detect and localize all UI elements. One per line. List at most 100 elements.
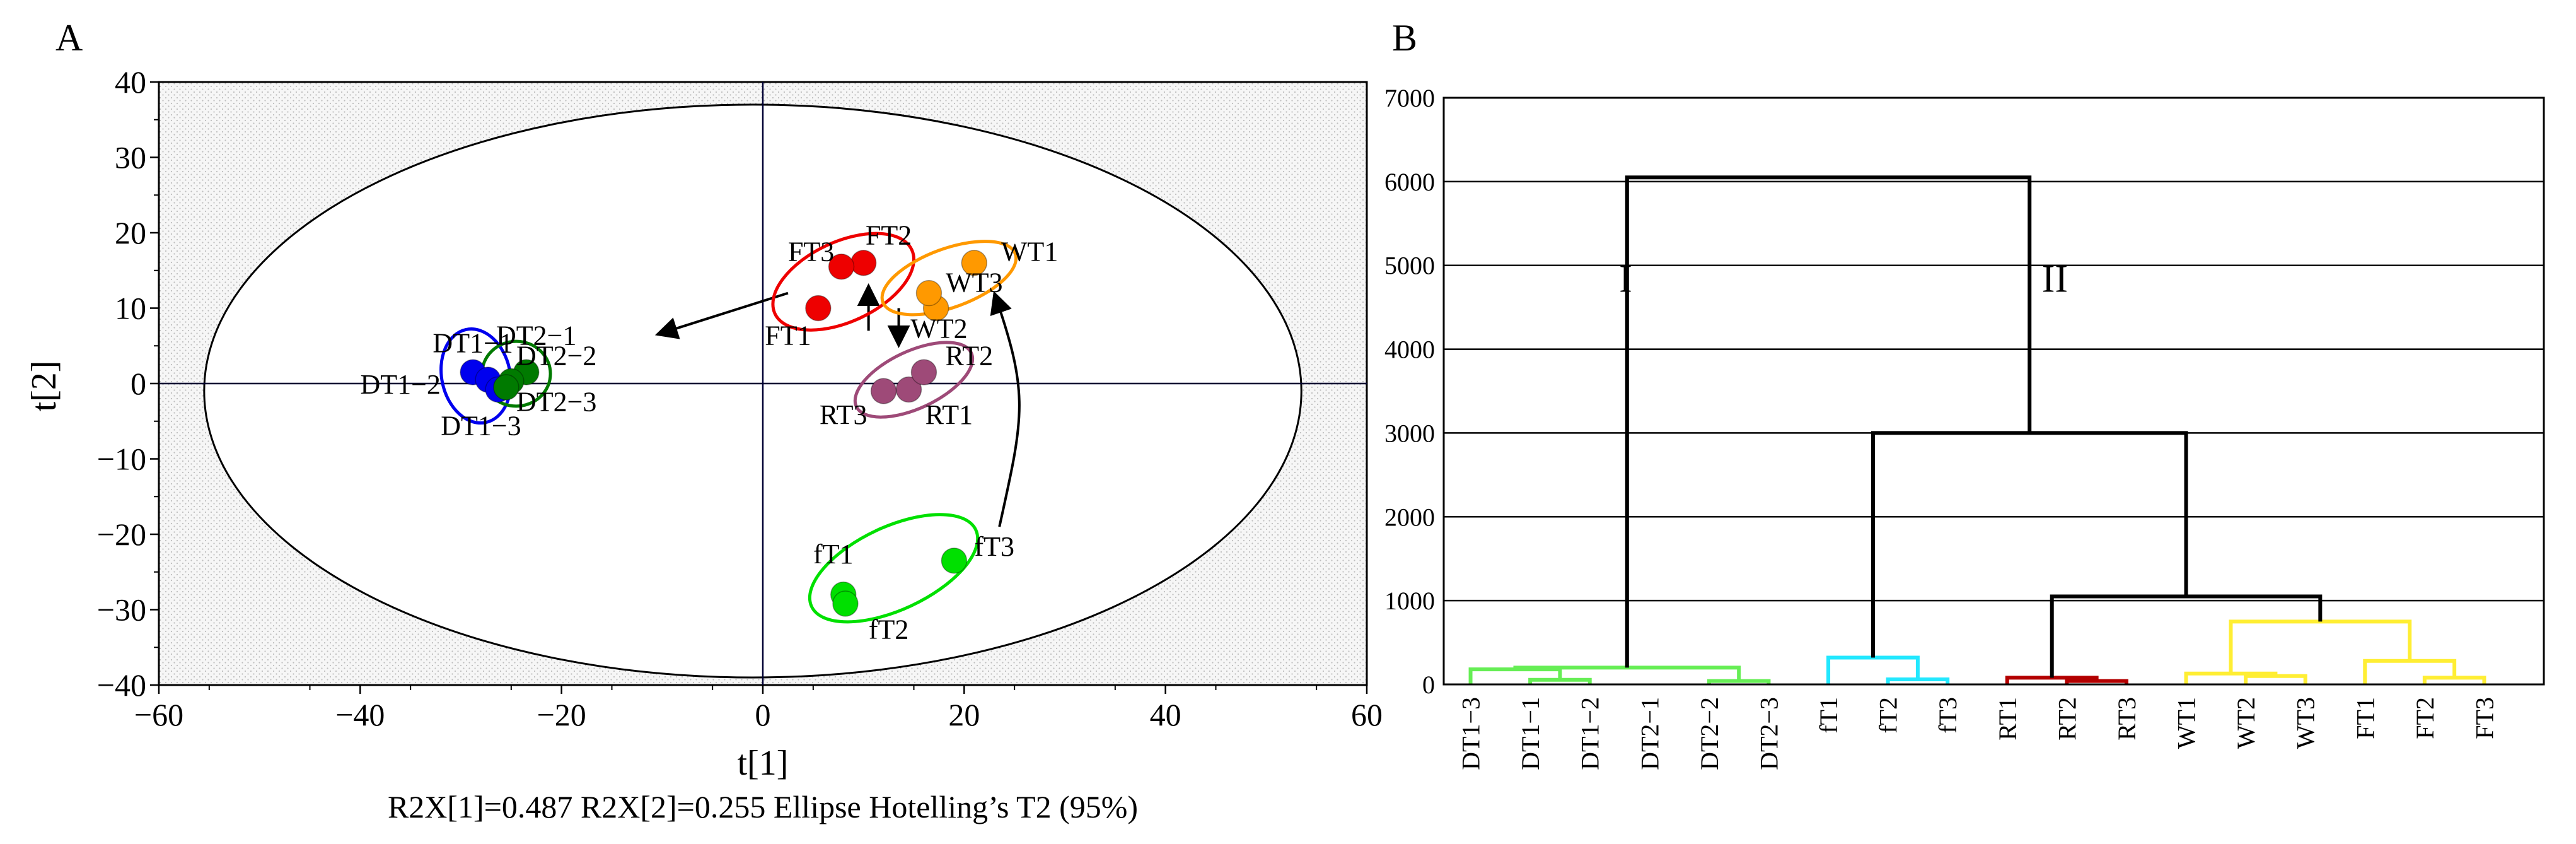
data-point xyxy=(832,590,859,617)
point-label: DT1−2 xyxy=(360,369,440,400)
dendrogram-link xyxy=(2244,674,2307,684)
y-tick-label-b: 5000 xyxy=(1384,252,1435,280)
y-tick-label-a: 40 xyxy=(115,64,146,100)
y-tick-label-a: −30 xyxy=(97,592,146,628)
leaf-label: fT1 xyxy=(1814,697,1843,734)
dendrogram-link xyxy=(1625,175,2032,668)
data-point xyxy=(870,378,897,404)
data-point xyxy=(850,250,877,276)
dendrogram-link xyxy=(2422,676,2486,684)
y-axis-label-a: t[2] xyxy=(25,361,64,412)
x-axis-label-a: t[1] xyxy=(738,744,789,783)
y-tick-label-b: 3000 xyxy=(1384,419,1435,447)
point-label: RT3 xyxy=(820,399,867,430)
point-label: WT1 xyxy=(1001,237,1058,267)
dendrogram-link xyxy=(1886,677,1950,684)
y-tick-label-b: 2000 xyxy=(1384,503,1435,531)
y-tick-label-b: 0 xyxy=(1422,671,1435,699)
x-tick-label-a: 20 xyxy=(948,697,980,732)
point-label: fT1 xyxy=(813,539,854,570)
leaf-label: DT1−3 xyxy=(1457,697,1485,770)
hotelling-ellipse xyxy=(203,103,1303,679)
group-ellipse-rt xyxy=(853,341,975,419)
point-label: fT3 xyxy=(974,531,1014,562)
point-label: FT1 xyxy=(765,320,811,351)
point-label: DT2−2 xyxy=(516,341,596,372)
point-label: WT3 xyxy=(946,267,1002,298)
x-tick-label-a: 40 xyxy=(1150,697,1181,732)
leaf-label: WT2 xyxy=(2232,697,2260,749)
point-label: DT2−3 xyxy=(516,386,596,417)
leaf-label: RT3 xyxy=(2113,697,2141,741)
point-label: RT2 xyxy=(946,341,994,372)
dendrogram-link xyxy=(1871,431,2188,658)
dendrogram-link xyxy=(2363,659,2457,684)
point-label: FT3 xyxy=(788,237,834,267)
point-label: FT2 xyxy=(866,220,912,250)
dendrogram-link xyxy=(2184,671,2278,684)
panel-label-a: A xyxy=(55,17,83,59)
point-label: WT2 xyxy=(910,314,967,344)
dendrogram-link xyxy=(2229,619,2412,674)
data-point xyxy=(961,250,988,276)
point-label: DT1−1 xyxy=(432,327,513,358)
pca-score-plot: −60 −40 −20 0 20 40 60403020100−10−20−30−40DT1… xyxy=(25,64,1383,824)
trajectory-arrow xyxy=(654,291,789,339)
x-tick-label-a: −20 xyxy=(537,697,586,732)
group-ellipse-ft xyxy=(771,232,916,332)
leaf-label: RT1 xyxy=(1993,697,2022,741)
leaf-label: fT2 xyxy=(1874,697,1903,734)
dendrogram-link xyxy=(2065,679,2128,684)
y-tick-label-b: 1000 xyxy=(1384,587,1435,615)
leaf-label: DT2−2 xyxy=(1695,697,1724,770)
point-label: DT1−3 xyxy=(441,411,521,442)
y-tick-label-a: 0 xyxy=(131,366,146,401)
group-ellipse-ft xyxy=(808,513,980,624)
cluster-label: II xyxy=(2042,258,2068,301)
leaf-label: DT2−3 xyxy=(1755,697,1783,770)
dendrogram-link xyxy=(1468,667,1562,684)
dendrogram-link xyxy=(1513,665,1741,681)
point-label: DT2−1 xyxy=(496,320,576,351)
y-tick-label-b: 6000 xyxy=(1384,168,1435,196)
y-tick-label-a: −20 xyxy=(97,517,146,552)
x-tick-label-a: 60 xyxy=(1351,697,1383,732)
data-point xyxy=(828,254,855,280)
dendrogram-link xyxy=(1826,655,1920,684)
data-point xyxy=(493,374,519,401)
point-label: fT2 xyxy=(869,614,909,645)
leaf-label: FT3 xyxy=(2470,697,2498,739)
x-tick-label-a: −60 xyxy=(134,697,183,732)
leaf-label: FT1 xyxy=(2351,697,2379,739)
leaf-label: WT3 xyxy=(2292,697,2320,749)
data-point xyxy=(805,295,832,322)
leaf-label: fT3 xyxy=(1934,697,1962,734)
leaf-label: DT2−1 xyxy=(1635,697,1664,770)
group-ellipse-wt xyxy=(880,240,1018,317)
y-tick-label-b: 4000 xyxy=(1384,336,1435,364)
leaf-label: RT2 xyxy=(2053,697,2081,741)
y-tick-label-a: 20 xyxy=(115,215,146,250)
y-tick-label-a: −40 xyxy=(97,667,146,703)
data-point xyxy=(895,376,922,403)
y-tick-label-a: 10 xyxy=(115,291,146,326)
y-tick-label-a: −10 xyxy=(97,442,146,477)
panel-label-b: B xyxy=(1392,17,1417,59)
x-tick-label-a: −40 xyxy=(335,697,385,732)
trajectory-arrow xyxy=(990,291,1021,527)
leaf-label: DT1−1 xyxy=(1516,697,1545,770)
leaf-label: FT2 xyxy=(2411,697,2439,739)
data-point xyxy=(915,279,943,307)
leaf-label: WT1 xyxy=(2173,697,2201,749)
x-tick-label-a: 0 xyxy=(755,697,771,732)
y-tick-label-b: 7000 xyxy=(1384,84,1435,112)
point-label: RT1 xyxy=(925,399,973,430)
leaf-label: DT1−2 xyxy=(1576,697,1604,770)
y-tick-label-a: 30 xyxy=(115,140,146,175)
data-point xyxy=(910,359,937,385)
dendrogram-link xyxy=(2050,594,2323,678)
cluster-label: I xyxy=(1619,258,1632,301)
data-point xyxy=(941,548,968,574)
